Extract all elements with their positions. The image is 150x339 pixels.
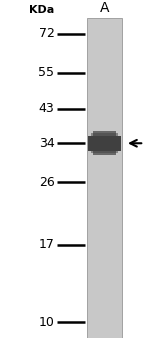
Bar [88, 136, 121, 151]
Text: 17: 17 [39, 238, 54, 251]
Bar [87, 18, 122, 338]
Text: 55: 55 [38, 66, 54, 79]
Text: KDa: KDa [29, 5, 54, 15]
Text: A: A [100, 1, 109, 15]
Bar [91, 134, 118, 153]
Bar [93, 131, 116, 155]
Bar [88, 136, 121, 151]
Text: 34: 34 [39, 137, 54, 150]
Text: 43: 43 [39, 102, 54, 115]
Text: 10: 10 [39, 316, 54, 329]
Text: 26: 26 [39, 176, 54, 189]
Text: 72: 72 [39, 27, 54, 40]
